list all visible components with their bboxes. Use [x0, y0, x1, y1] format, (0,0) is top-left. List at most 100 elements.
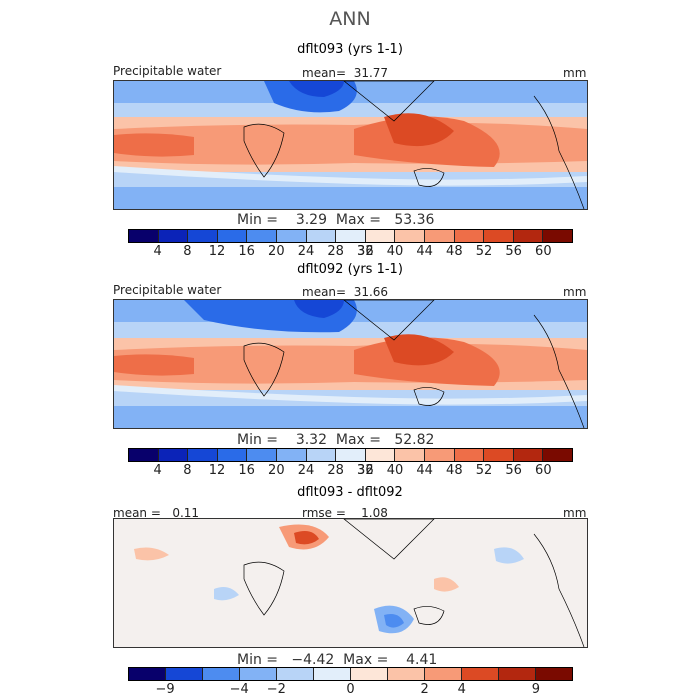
- colorbar-swatch: [336, 230, 366, 242]
- colorbar-swatch: [188, 449, 218, 461]
- panel-2-mean: mean= 31.66: [302, 285, 389, 299]
- colorbar-tick-label: 16: [238, 244, 255, 259]
- colorbar-swatch: [484, 230, 514, 242]
- colorbar-tick-label: 4: [457, 682, 466, 697]
- colorbar-swatch: [247, 230, 277, 242]
- colorbar-tick-label: 44: [416, 463, 433, 478]
- colorbar-tick-label: 9: [531, 682, 541, 697]
- figure-title: ANN: [329, 8, 371, 30]
- colorbar-swatch: [306, 449, 337, 461]
- panel-3-map: [113, 518, 588, 648]
- colorbar-swatch: [336, 449, 366, 461]
- panel-2-units: mm: [563, 285, 587, 299]
- colorbar-tick-label: 20: [268, 244, 285, 259]
- panel-3-colorbar-ticks: −9 −4 −2 0 2 4 9: [128, 682, 573, 698]
- colorbar-tick-label: −2: [266, 682, 286, 697]
- colorbar-swatch: [543, 230, 572, 242]
- colorbar-swatch: [276, 449, 307, 461]
- colorbar-swatch: [314, 668, 351, 680]
- colorbar-swatch: [158, 449, 189, 461]
- panel-2-map-field: [114, 300, 587, 428]
- colorbar-tick-label: 60: [535, 463, 552, 478]
- panel-2-colorbar-ticks: 4 8 12 16 20 24 28 32 36 40 44 48 52 56 60: [128, 463, 573, 479]
- colorbar-swatch: [277, 668, 314, 680]
- colorbar-tick-label: 48: [446, 463, 463, 478]
- colorbar-swatch: [499, 668, 536, 680]
- colorbar-tick-label: 32: [357, 244, 374, 259]
- panel-1-minmax: Min = 3.29 Max = 53.36: [237, 212, 435, 228]
- colorbar-tick-label: 40: [386, 463, 404, 478]
- colorbar-tick-label: 12: [208, 244, 226, 259]
- colorbar-tick-label: 36: [357, 463, 374, 478]
- colorbar-swatch: [462, 668, 499, 680]
- colorbar-tick-label: −9: [155, 682, 175, 697]
- colorbar-swatch: [484, 449, 514, 461]
- panel-2-minmax: Min = 3.32 Max = 52.82: [237, 432, 435, 448]
- colorbar-swatch: [454, 449, 485, 461]
- panel-2-title: dflt092 (yrs 1-1): [297, 262, 403, 277]
- colorbar-tick-label: 4: [153, 244, 162, 259]
- colorbar-swatch: [217, 449, 248, 461]
- panel-2-variable: Precipitable water: [113, 283, 222, 297]
- colorbar-swatch: [424, 449, 455, 461]
- colorbar-tick-label: 52: [475, 244, 493, 259]
- colorbar-swatch: [306, 230, 337, 242]
- colorbar-tick-label: 40: [386, 244, 404, 259]
- colorbar-swatch: [158, 230, 189, 242]
- colorbar-tick-label: 56: [505, 244, 522, 259]
- panel-3-mean: mean = 0.11: [113, 506, 200, 520]
- colorbar-tick-label: −4: [229, 682, 249, 697]
- panel-3-minmax: Min = −4.42 Max = 4.41: [237, 652, 438, 668]
- colorbar-swatch: [536, 668, 572, 680]
- panel-1-title: dflt093 (yrs 1-1): [297, 42, 403, 57]
- colorbar-tick-label: 32: [357, 463, 374, 478]
- panel-1-mean: mean= 31.77: [302, 66, 389, 80]
- colorbar-tick-label: 24: [297, 463, 315, 478]
- colorbar-tick-label: 44: [416, 244, 433, 259]
- panel-2-colorbar: [128, 448, 573, 462]
- colorbar-tick-label: 16: [238, 463, 255, 478]
- colorbar-tick-label: 36: [357, 244, 374, 259]
- colorbar-swatch: [166, 668, 203, 680]
- colorbar-tick-label: 20: [268, 463, 285, 478]
- panel-3-map-field: [114, 519, 587, 647]
- colorbar-tick-label: 48: [446, 244, 463, 259]
- colorbar-swatch: [188, 230, 218, 242]
- panel-1-colorbar-ticks: 4 8 12 16 20 24 28 32 36 40 44 48 52 56 60: [128, 244, 573, 260]
- colorbar-swatch: [217, 230, 248, 242]
- colorbar-tick-label: 60: [535, 244, 552, 259]
- panel-1-map-field: [114, 81, 587, 209]
- colorbar-swatch: [365, 230, 396, 242]
- colorbar-swatch: [543, 449, 572, 461]
- panel-2-map: [113, 299, 588, 429]
- colorbar-tick-label: 28: [327, 463, 344, 478]
- colorbar-swatch: [395, 449, 425, 461]
- panel-3-colorbar: [128, 667, 573, 681]
- colorbar-swatch: [129, 668, 166, 680]
- colorbar-swatch: [395, 230, 425, 242]
- panel-3-title: dflt093 - dflt092: [297, 485, 403, 500]
- panel-3-units: mm: [563, 506, 587, 520]
- panel-1-units: mm: [563, 66, 587, 80]
- colorbar-swatch: [513, 449, 544, 461]
- panel-1-variable: Precipitable water: [113, 64, 222, 78]
- colorbar-swatch: [388, 668, 425, 680]
- panel-3-rmse: rmse = 1.08: [302, 506, 388, 520]
- panel-1-colorbar: [128, 229, 573, 243]
- colorbar-swatch: [240, 668, 277, 680]
- colorbar-tick-label: 56: [505, 463, 522, 478]
- colorbar-swatch: [351, 668, 388, 680]
- colorbar-tick-label: 8: [183, 463, 192, 478]
- colorbar-tick-label: 12: [208, 463, 226, 478]
- colorbar-swatch: [247, 449, 277, 461]
- colorbar-tick-label: 8: [183, 244, 192, 259]
- colorbar-swatch: [129, 449, 159, 461]
- colorbar-tick-label: 28: [327, 244, 344, 259]
- colorbar-swatch: [276, 230, 307, 242]
- colorbar-tick-label: 4: [153, 463, 162, 478]
- colorbar-swatch: [424, 230, 455, 242]
- panel-1-map: [113, 80, 588, 210]
- colorbar-swatch: [425, 668, 462, 680]
- colorbar-swatch: [365, 449, 396, 461]
- colorbar-swatch: [454, 230, 485, 242]
